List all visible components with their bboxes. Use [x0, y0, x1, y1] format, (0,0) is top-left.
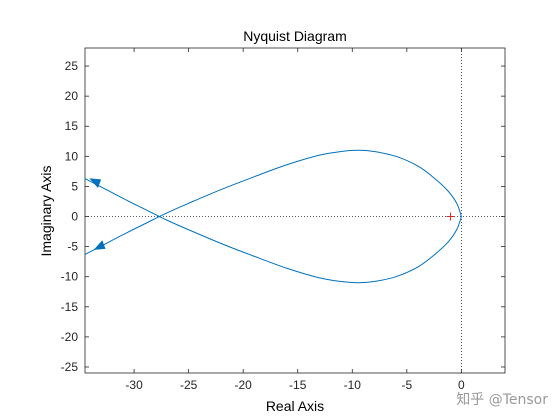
- y-tick-label: 25: [65, 59, 79, 73]
- zero-lines: [85, 48, 505, 373]
- x-tick-label: -15: [289, 378, 307, 392]
- x-tick-label: -30: [125, 378, 143, 392]
- series-line-1: [84, 178, 462, 284]
- plot-area: [84, 47, 506, 374]
- series-group: [84, 149, 462, 284]
- y-axis-label: Imaginary Axis: [38, 165, 54, 256]
- x-axis-label: Real Axis: [266, 398, 324, 414]
- x-tick-label: -5: [401, 378, 412, 392]
- y-tick-label: -15: [61, 300, 79, 314]
- axis-ticks: [85, 48, 505, 373]
- y-tick-label: -10: [61, 270, 79, 284]
- direction-arrow-1: [93, 240, 106, 250]
- x-tick-label: -25: [180, 378, 198, 392]
- y-tick-label: 10: [65, 149, 79, 163]
- y-tick-label: 15: [65, 119, 79, 133]
- x-tick-label: -20: [235, 378, 253, 392]
- x-tick-label: 0: [458, 378, 465, 392]
- chart-title: Nyquist Diagram: [243, 28, 346, 44]
- y-tick-label: 20: [65, 89, 79, 103]
- arrow-group: [89, 178, 106, 250]
- series-line-0: [84, 149, 462, 255]
- y-tick-label: 0: [71, 210, 78, 224]
- critical-point: [446, 212, 455, 221]
- y-tick-label: -5: [67, 240, 78, 254]
- y-tick-label: 5: [71, 179, 78, 193]
- watermark: 知乎 @Tensor: [456, 391, 548, 408]
- x-tick-labels: -30 -25 -20 -15 -10 -5 0: [125, 378, 465, 392]
- x-tick-label: -10: [344, 378, 362, 392]
- y-tick-label: -20: [61, 330, 79, 344]
- y-tick-label: -25: [61, 360, 79, 374]
- y-tick-labels: -25 -20 -15 -10 -5 0 5 10 15 20 25: [61, 59, 79, 374]
- direction-arrow-0: [89, 178, 102, 189]
